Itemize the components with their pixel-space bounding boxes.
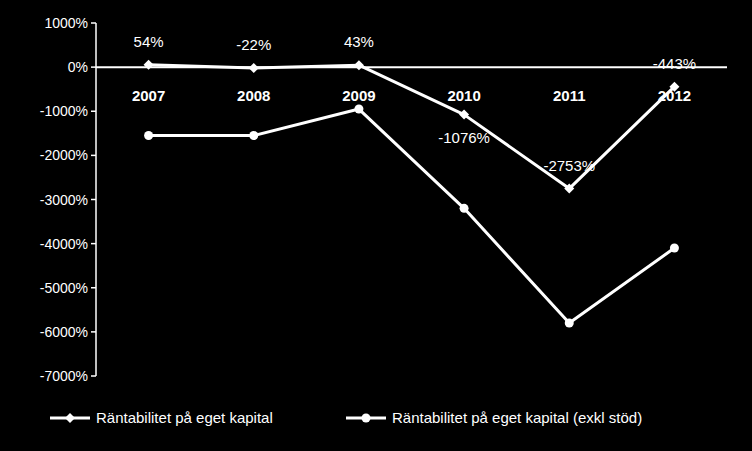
marker-circle xyxy=(460,204,469,213)
x-tick-label: 2010 xyxy=(447,87,480,104)
y-tick-label: -4000% xyxy=(40,236,88,252)
y-tick xyxy=(91,199,96,201)
y-tick-label: -7000% xyxy=(40,368,88,384)
data-labels: 54% -22% 43% -1076% -2753% -443% xyxy=(134,33,697,174)
y-tick-label: -2000% xyxy=(40,147,88,163)
y-tick-label: 1000% xyxy=(44,15,88,31)
y-tick xyxy=(91,66,96,68)
y-tick-label: -6000% xyxy=(40,324,88,340)
y-tick-label: 0% xyxy=(68,59,88,75)
marker-diamond xyxy=(459,110,469,120)
data-label: -1076% xyxy=(438,129,490,146)
legend-marker xyxy=(362,414,371,423)
chart: 1000% 0% -1000% -2000% -3000% -4000% -5000% -60… xyxy=(0,0,752,451)
y-tick xyxy=(91,375,96,377)
y-tick xyxy=(91,22,96,24)
series-line xyxy=(149,109,675,323)
marker-diamond xyxy=(669,82,679,92)
y-tick xyxy=(91,243,96,245)
y-tick xyxy=(91,155,96,157)
y-tick-label: -1000% xyxy=(40,103,88,119)
background xyxy=(0,0,752,451)
marker-diamond xyxy=(249,63,259,73)
data-label: -22% xyxy=(236,36,271,53)
x-tick-label: 2011 xyxy=(553,87,586,104)
legend: Räntabilitet på eget kapital Räntabilitet… xyxy=(50,409,642,426)
data-label: 54% xyxy=(134,33,164,50)
marker-diamond xyxy=(564,184,574,194)
y-tick xyxy=(91,287,96,289)
marker-circle xyxy=(670,244,679,253)
x-tick-label: 2007 xyxy=(132,87,165,104)
x-tick-label: 2008 xyxy=(237,87,270,104)
y-tick xyxy=(91,111,96,113)
legend-label: Räntabilitet på eget kapital xyxy=(96,409,273,426)
legend-label: Räntabilitet på eget kapital (exkl stöd) xyxy=(392,409,642,426)
data-label: -443% xyxy=(653,55,696,72)
marker-circle xyxy=(249,131,258,140)
data-label: -2753% xyxy=(543,157,595,174)
series-line xyxy=(149,65,675,189)
marker-diamond xyxy=(144,60,154,70)
y-tick xyxy=(91,331,96,333)
y-tick-label: -5000% xyxy=(40,280,88,296)
legend-marker xyxy=(65,413,75,423)
data-label: 43% xyxy=(344,33,374,50)
marker-diamond xyxy=(354,60,364,70)
marker-circle xyxy=(565,319,574,328)
y-tick-label: -3000% xyxy=(40,192,88,208)
marker-circle xyxy=(144,131,153,140)
plot-area xyxy=(144,60,680,328)
marker-circle xyxy=(354,105,363,114)
x-tick-label: 2009 xyxy=(342,87,375,104)
